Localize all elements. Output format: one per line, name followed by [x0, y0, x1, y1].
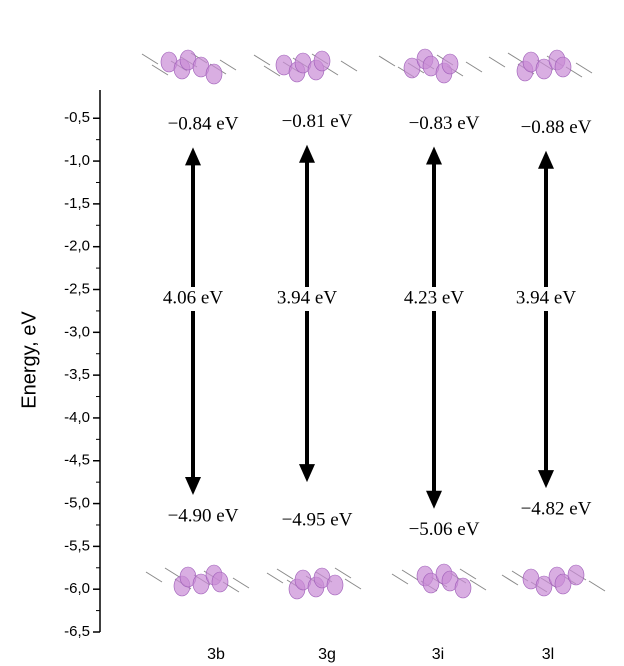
molecule-bond: [460, 569, 476, 579]
orbital-image: [146, 565, 249, 596]
arrow-head: [185, 147, 201, 165]
arrow-head: [538, 151, 554, 169]
orbital-lobe: [568, 565, 584, 585]
y-tick-label: -5,5: [64, 537, 90, 554]
y-tick-label: -1,0: [64, 152, 90, 169]
y-tick-label: -3,0: [64, 323, 90, 340]
molecule-bond: [142, 54, 158, 64]
gap-arrow: [538, 151, 554, 488]
y-tick-label: -2,5: [64, 280, 90, 297]
molecule-bond: [379, 56, 395, 66]
y-tick-label: -1,5: [64, 195, 90, 212]
molecule-bond: [470, 580, 486, 590]
orbital-lobe: [442, 54, 458, 74]
homo-label: −5.06 eV: [409, 519, 480, 540]
orbital-lobe: [206, 64, 222, 84]
x-tick-label: 3l: [542, 646, 554, 663]
molecule-bond: [220, 60, 236, 70]
x-tick-label: 3i: [432, 646, 444, 663]
y-tick-label: -6,0: [64, 580, 90, 597]
molecule-bond: [489, 57, 505, 67]
y-tick-label: -5,0: [64, 495, 90, 512]
orbital-image: [489, 50, 592, 81]
molecule-bond: [402, 570, 418, 580]
orbital-image: [392, 564, 486, 598]
orbital-image: [502, 565, 605, 596]
molecule-bond: [508, 53, 524, 63]
gap-arrow: [426, 147, 442, 509]
molecule-bond: [502, 575, 518, 585]
x-tick-label: 3g: [318, 646, 336, 663]
y-tick-label: -0,5: [64, 109, 90, 126]
lumo-label: −0.84 eV: [168, 114, 239, 135]
y-tick-label: -2,0: [64, 238, 90, 255]
chart: Energy, eV -0,5 -1,0 -1,5 -2,0 -2,5 -3,0 -3,5 -…: [0, 0, 624, 666]
molecule-bond: [589, 581, 605, 591]
gap-arrow: [299, 145, 315, 482]
y-tick-label: -4,0: [64, 409, 90, 426]
molecule-bond: [392, 574, 408, 584]
y-tick-label: -3,5: [64, 366, 90, 383]
lumo-label: −0.88 eV: [521, 117, 592, 138]
molecule-bond: [277, 569, 293, 579]
orbital-lobe: [212, 572, 228, 592]
arrow-head: [185, 477, 201, 495]
lumo-label: −0.83 eV: [409, 113, 480, 134]
arrow-head: [299, 464, 315, 482]
orbital-image: [142, 50, 236, 84]
molecule-bond: [233, 578, 249, 588]
arrow-head: [426, 491, 442, 509]
gap-arrow: [185, 147, 201, 495]
gap-label: 4.23 eV: [404, 287, 464, 308]
orbital-lobe: [455, 578, 471, 598]
orbital-lobe: [555, 57, 571, 77]
gap-label: 3.94 eV: [277, 287, 337, 308]
molecule-bond: [466, 62, 482, 72]
orbital-image: [267, 568, 361, 599]
homo-label: −4.90 eV: [168, 505, 239, 526]
molecule-bond: [254, 55, 270, 65]
molecule-bond: [146, 572, 162, 582]
orbital-lobe: [327, 575, 343, 595]
lumo-label: −0.81 eV: [282, 111, 353, 132]
gap-label: 4.06 eV: [163, 287, 223, 308]
arrow-head: [299, 145, 315, 163]
arrow-head: [538, 470, 554, 488]
orbital-lobe: [314, 51, 330, 71]
homo-label: −4.95 eV: [282, 510, 353, 531]
molecule-bond: [267, 573, 283, 583]
arrow-head: [426, 147, 442, 165]
molecule-bond: [345, 579, 361, 589]
molecule-bond: [165, 568, 181, 578]
y-axis-label: Energy, eV: [18, 311, 40, 409]
orbital-image: [379, 49, 482, 83]
gap-label: 3.94 eV: [516, 287, 576, 308]
y-tick-label: -6,5: [64, 623, 90, 640]
homo-label: −4.82 eV: [521, 499, 592, 520]
y-tick-label: -4,5: [64, 452, 90, 469]
orbital-image: [254, 51, 357, 82]
x-tick-label: 3b: [207, 646, 225, 663]
molecule-bond: [341, 61, 357, 71]
molecule-bond: [576, 63, 592, 73]
